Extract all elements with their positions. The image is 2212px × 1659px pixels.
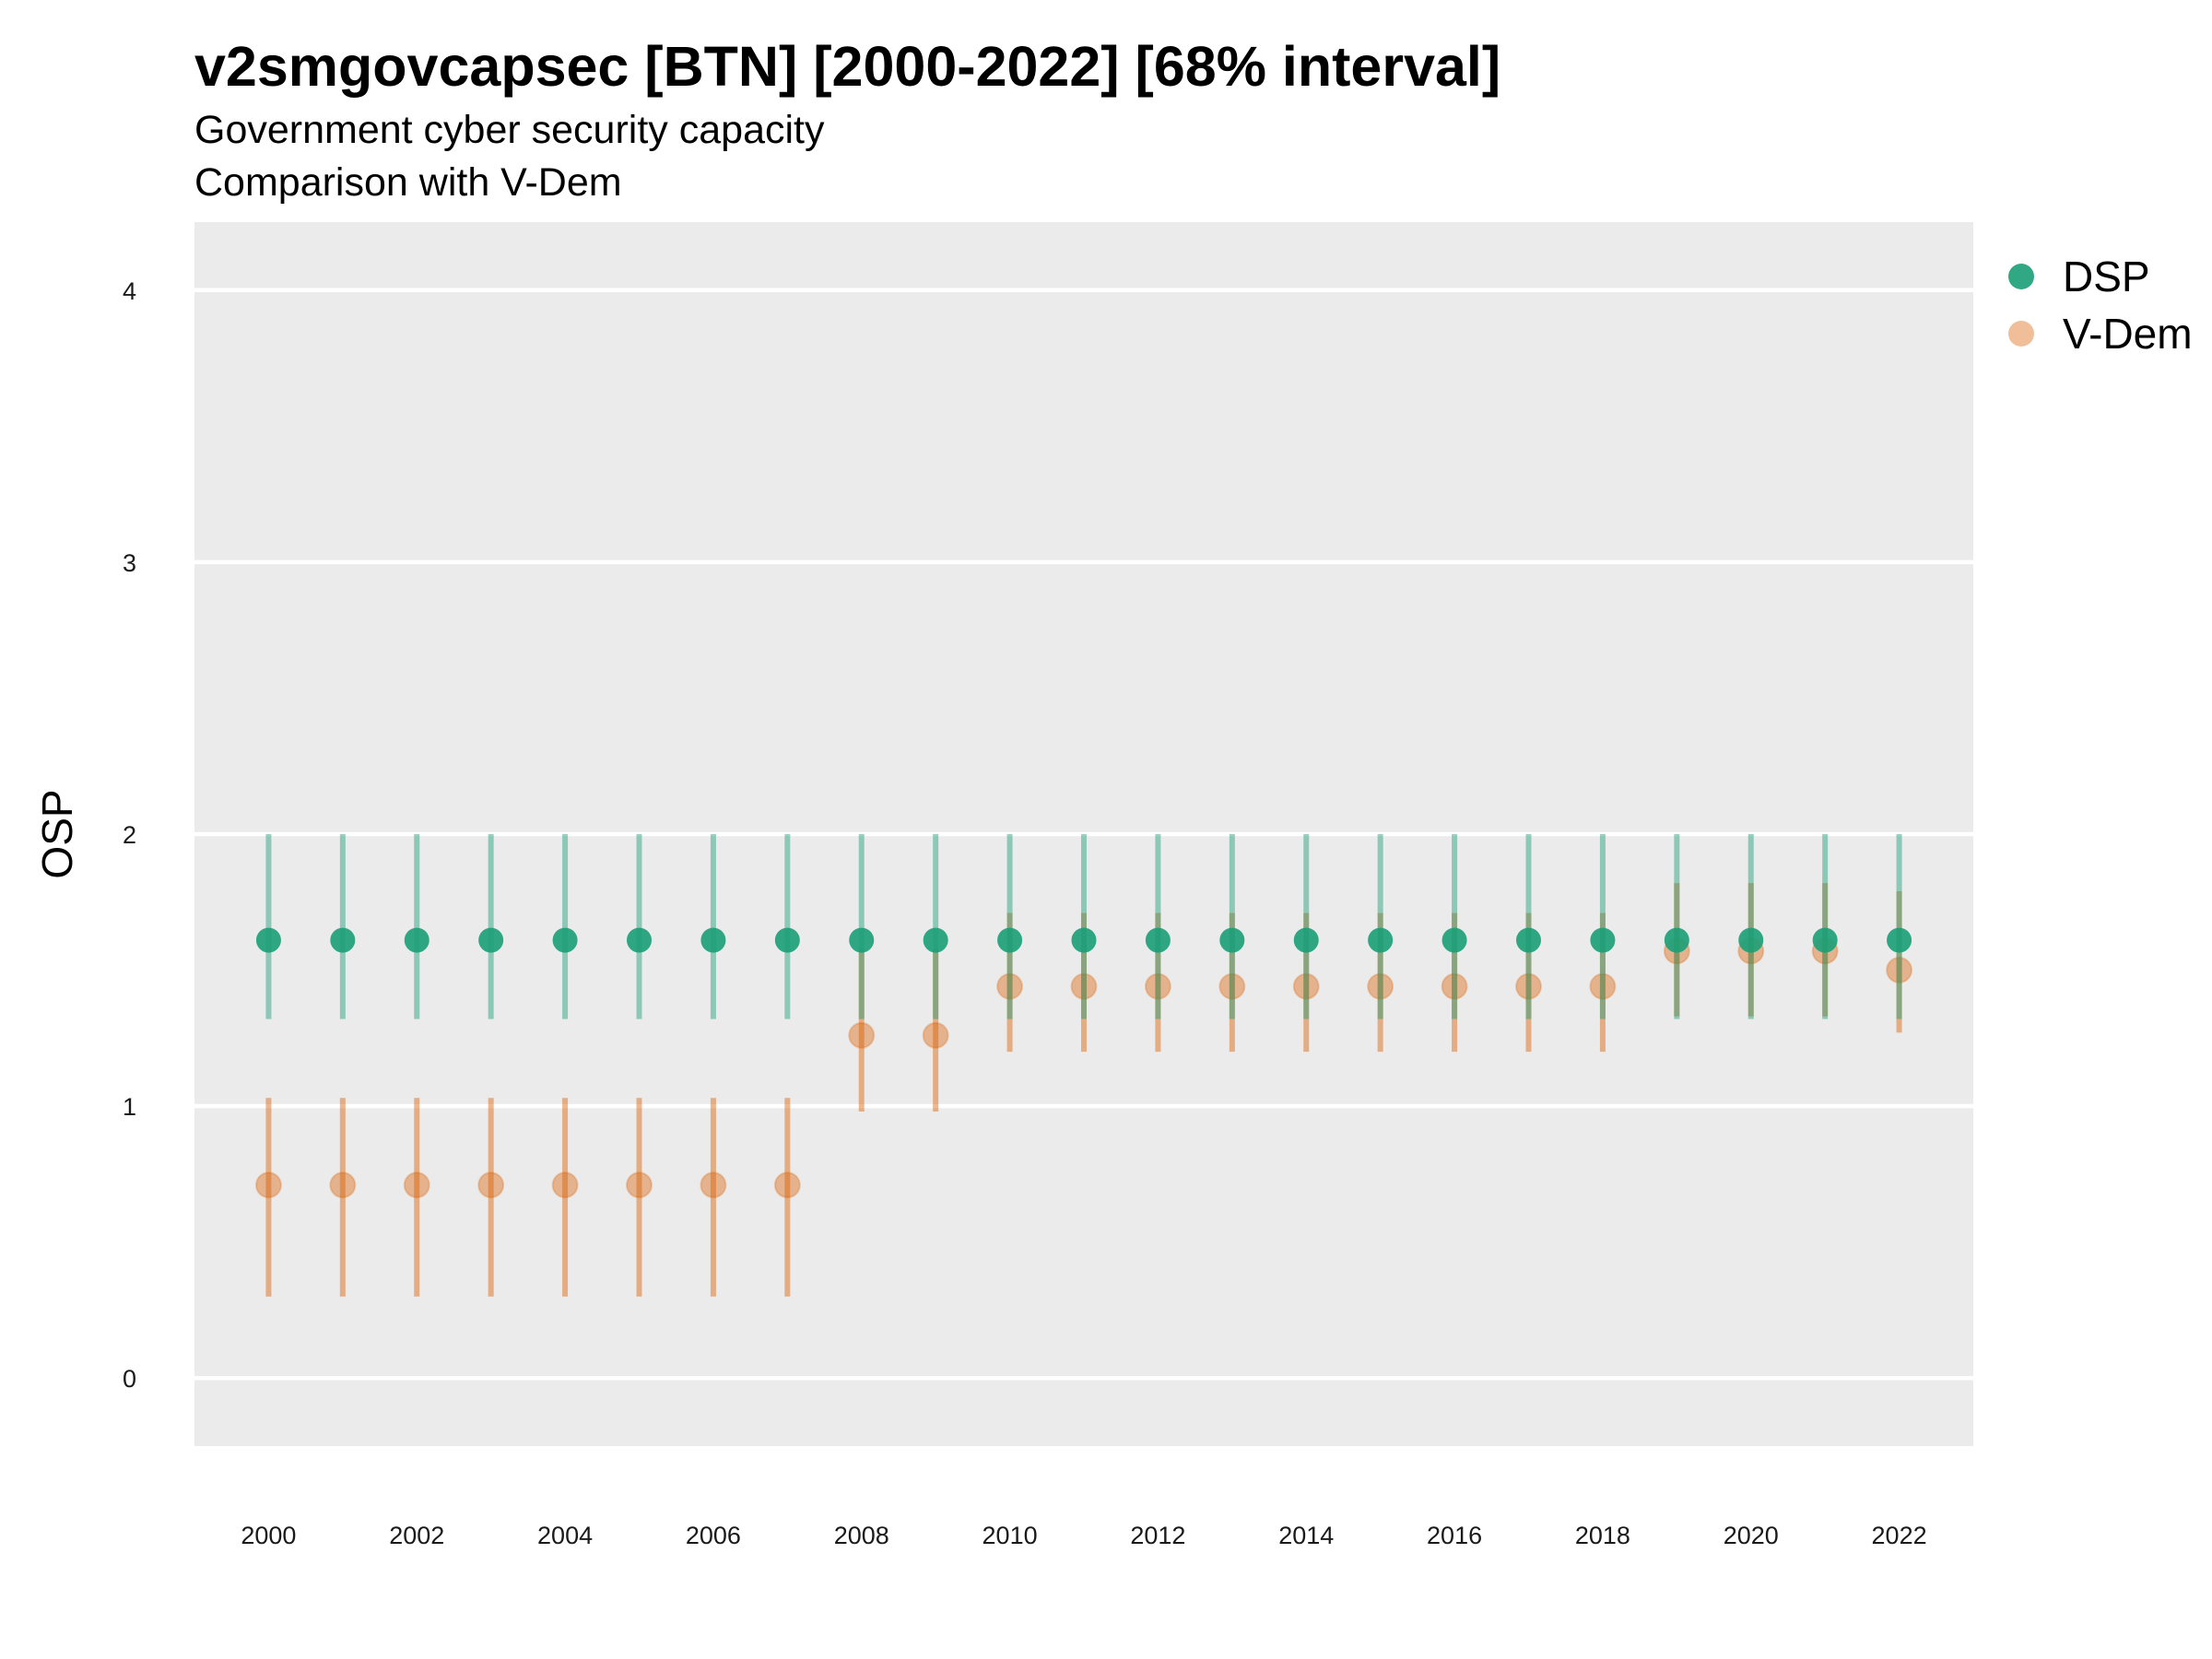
v-dem-point [773, 1171, 801, 1199]
dsp-point [1738, 927, 1764, 953]
dsp-point [923, 927, 948, 953]
x-tick-label: 2014 [1278, 1522, 1334, 1549]
x-tick-label: 2000 [241, 1522, 296, 1549]
v-dem-point [626, 1171, 653, 1199]
x-tick-label: 2010 [982, 1522, 1038, 1549]
x-tick-label: 2022 [1872, 1522, 1927, 1549]
chart-subtitle-2: Comparison with V-Dem [194, 160, 622, 205]
v-dem-point [551, 1171, 579, 1199]
v-dem-point [477, 1171, 505, 1199]
x-axis-ticks: 2000 2002 2004 2006 2008 2010 2012 2014 2016 2018… [241, 1522, 1926, 1549]
dsp-point [1664, 927, 1689, 953]
v-dem-point [1589, 972, 1617, 1000]
series-dsp [255, 834, 1912, 1019]
v-dem-point [848, 1021, 876, 1049]
legend-label-v-dem: V-Dem [2063, 310, 2193, 358]
y-tick-label: 1 [123, 1093, 136, 1121]
v-dem-point [1218, 972, 1246, 1000]
v-dem-point [1515, 972, 1542, 1000]
y-tick-label: 0 [123, 1365, 136, 1393]
dsp-point [1145, 927, 1171, 953]
x-tick-label: 2006 [686, 1522, 741, 1549]
dsp-point [997, 927, 1023, 953]
v-dem-point [1292, 972, 1320, 1000]
x-tick-label: 2012 [1130, 1522, 1185, 1549]
v-dem-point [1144, 972, 1171, 1000]
x-tick-label: 2004 [537, 1522, 593, 1549]
dsp-point [1516, 927, 1541, 953]
dsp-point [849, 927, 875, 953]
chart-title: v2smgovcapsec [BTN] [2000-2022] [68% int… [194, 35, 1500, 98]
v-dem-point [922, 1021, 949, 1049]
dsp-point [1071, 927, 1097, 953]
y-axis-label: OSP [33, 789, 81, 878]
v-dem-point [1070, 972, 1098, 1000]
v-dem-point [329, 1171, 357, 1199]
y-axis-ticks: 0 1 2 3 4 [123, 277, 136, 1393]
v-dem-point [700, 1171, 727, 1199]
legend-key-v-dem [2008, 321, 2034, 347]
dsp-point [1293, 927, 1319, 953]
legend-key-dsp [2008, 264, 2034, 289]
v-dem-point [1367, 972, 1394, 1000]
y-tick-label: 4 [123, 277, 136, 305]
dsp-point [1441, 927, 1467, 953]
dsp-point [552, 927, 578, 953]
dsp-point [330, 927, 356, 953]
x-tick-label: 2008 [834, 1522, 889, 1549]
legend-label-dsp: DSP [2063, 253, 2150, 300]
chart-subtitle: Government cyber security capacity [194, 108, 825, 152]
x-tick-label: 2002 [389, 1522, 444, 1549]
dsp-point [627, 927, 652, 953]
v-dem-point [403, 1171, 430, 1199]
dsp-point [1590, 927, 1616, 953]
dsp-point [1368, 927, 1394, 953]
dsp-point [1887, 927, 1912, 953]
dsp-point [255, 927, 281, 953]
y-tick-label: 2 [123, 821, 136, 849]
data-marks [254, 834, 1913, 1297]
dsp-point [774, 927, 800, 953]
dsp-point [1812, 927, 1838, 953]
gridlines [194, 288, 1973, 1381]
legend: DSP V-Dem [2008, 253, 2193, 358]
x-tick-label: 2020 [1724, 1522, 1779, 1549]
y-tick-label: 3 [123, 549, 136, 577]
dsp-point [404, 927, 429, 953]
v-dem-point [1886, 957, 1913, 984]
dsp-point [478, 927, 504, 953]
dsp-point [700, 927, 726, 953]
v-dem-point [1441, 972, 1468, 1000]
x-tick-label: 2016 [1427, 1522, 1482, 1549]
dsp-point [1219, 927, 1245, 953]
v-dem-point [996, 972, 1024, 1000]
x-tick-label: 2018 [1575, 1522, 1630, 1549]
v-dem-point [254, 1171, 282, 1199]
